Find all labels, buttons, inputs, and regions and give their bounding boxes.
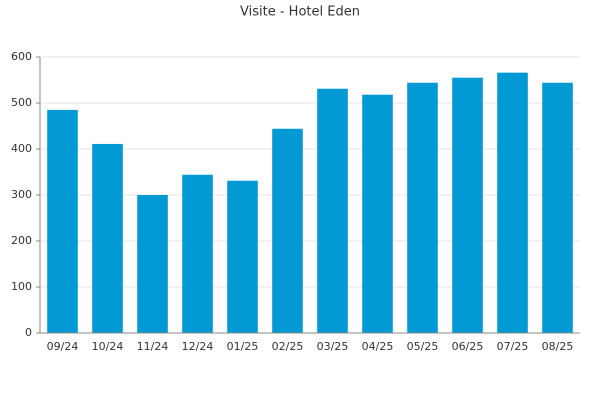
bar bbox=[272, 128, 303, 333]
bar bbox=[542, 82, 573, 333]
x-tick-label: 01/25 bbox=[227, 340, 259, 353]
x-tick-label: 08/25 bbox=[542, 340, 574, 353]
y-tick-label: 500 bbox=[11, 96, 32, 109]
x-tick-label: 04/25 bbox=[362, 340, 394, 353]
bar bbox=[497, 72, 528, 333]
bar bbox=[362, 94, 393, 333]
bar bbox=[47, 109, 78, 334]
x-tick-label: 10/24 bbox=[92, 340, 124, 353]
y-tick-label: 300 bbox=[11, 188, 32, 201]
y-tick-label: 200 bbox=[11, 234, 32, 247]
x-tick-label: 07/25 bbox=[497, 340, 529, 353]
y-tick-label: 100 bbox=[11, 280, 32, 293]
bar bbox=[182, 174, 213, 333]
bar bbox=[137, 195, 168, 333]
x-tick-label: 11/24 bbox=[137, 340, 169, 353]
x-tick-label: 09/24 bbox=[47, 340, 79, 353]
x-tick-label: 05/25 bbox=[407, 340, 439, 353]
y-tick-label: 0 bbox=[25, 326, 32, 339]
x-tick-label: 02/25 bbox=[272, 340, 304, 353]
x-tick-label: 12/24 bbox=[182, 340, 214, 353]
chart-title: Visite - Hotel Eden bbox=[240, 5, 360, 20]
y-tick-label: 400 bbox=[11, 142, 32, 155]
bar bbox=[452, 77, 483, 333]
bar bbox=[317, 88, 348, 334]
bar bbox=[227, 180, 258, 333]
bar bbox=[92, 143, 123, 333]
y-tick-label: 600 bbox=[11, 50, 32, 63]
x-tick-label: 06/25 bbox=[452, 340, 484, 353]
x-tick-label: 03/25 bbox=[317, 340, 349, 353]
bar bbox=[407, 82, 438, 333]
